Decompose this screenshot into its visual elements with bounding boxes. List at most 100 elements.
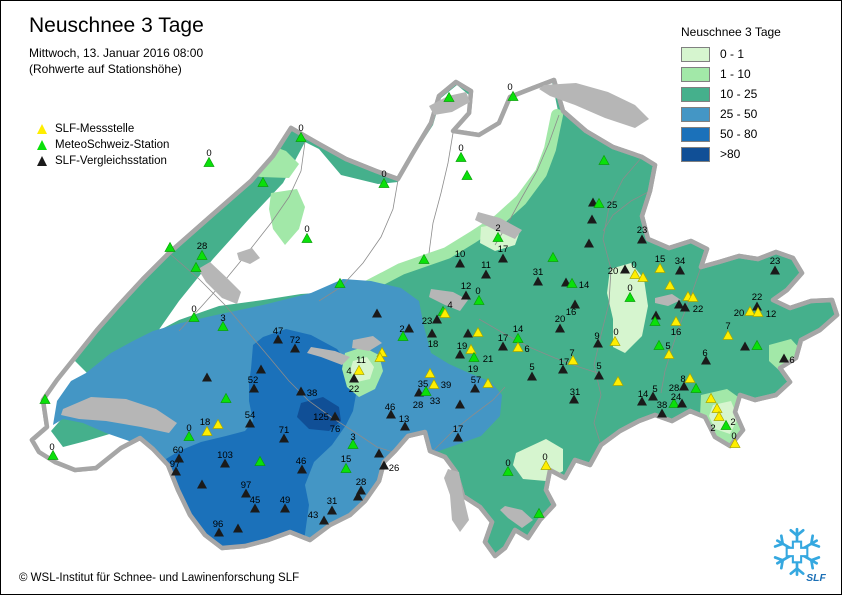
lake-zurich xyxy=(475,212,522,239)
triangle-icon xyxy=(37,140,47,150)
station-triangle-meteoschweiz xyxy=(378,177,390,188)
legend-row: 50 - 80 xyxy=(681,126,831,142)
station-triangle-meteoschweiz xyxy=(443,91,455,102)
station-triangle-slf-vergleich xyxy=(648,391,658,401)
station-value: 4 xyxy=(447,300,452,311)
station-triangle-slf-vergleich xyxy=(353,491,363,501)
station-value: 19 xyxy=(468,364,479,375)
station-triangle-slf-messstelle xyxy=(439,307,451,318)
station-triangle-slf-vergleich xyxy=(677,398,687,408)
station-triangle-meteoschweiz xyxy=(507,90,519,101)
station-triangle-slf-messstelle xyxy=(465,343,477,354)
station-triangle-slf-vergleich xyxy=(319,515,329,525)
station-triangle-meteoschweiz xyxy=(257,176,269,187)
station-triangle-slf-vergleich xyxy=(432,314,442,324)
station-triangle-slf-vergleich xyxy=(470,383,480,393)
legend-row: 1 - 10 xyxy=(681,66,831,82)
station-value: 34 xyxy=(675,256,686,267)
station-value: 31 xyxy=(570,387,581,398)
legend-row: 25 - 50 xyxy=(681,106,831,122)
station-triangle-slf-vergleich xyxy=(386,409,396,419)
station-value: 19 xyxy=(457,341,468,352)
legend-class-label: >80 xyxy=(720,147,741,161)
title-block: Neuschnee 3 Tage Mittwoch, 13. Januar 20… xyxy=(29,13,204,77)
station-triangle-meteoschweiz xyxy=(334,277,346,288)
station-triangle-slf-vergleich xyxy=(637,396,647,406)
station-value: 43 xyxy=(308,510,319,521)
station-value: 11 xyxy=(481,260,491,271)
station-triangle-slf-vergleich xyxy=(374,448,384,458)
lake-walen xyxy=(655,294,681,306)
station-triangle-slf-messstelle xyxy=(472,326,484,337)
station-triangle-slf-messstelle xyxy=(482,377,494,388)
station-triangle-slf-vergleich xyxy=(379,460,389,470)
map-note: (Rohwerte auf Stationshöhe) xyxy=(29,62,182,76)
station-triangle-slf-vergleich xyxy=(349,373,359,383)
station-value: 0 xyxy=(191,304,196,315)
station-triangle-slf-vergleich xyxy=(174,453,184,463)
station-value: 2 xyxy=(495,223,500,234)
station-value: 5 xyxy=(529,362,534,373)
station-value: 28 xyxy=(356,477,367,488)
color-legend: Neuschnee 3 Tage 0 - 1 1 - 10 10 - 25 25… xyxy=(681,25,831,167)
legend-class-label: 50 - 80 xyxy=(720,127,758,141)
station-value: 57 xyxy=(471,375,482,386)
station-value: 16 xyxy=(566,307,577,318)
station-triangle-slf-vergleich xyxy=(740,341,750,351)
station-triangle-meteoschweiz xyxy=(164,241,176,252)
station-triangle-slf-vergleich xyxy=(637,234,647,244)
station-triangle-meteoschweiz xyxy=(547,251,559,262)
lake-biel xyxy=(237,248,260,264)
station-triangle-meteoschweiz xyxy=(196,249,208,260)
station-value: 5 xyxy=(665,341,670,352)
station-triangle-meteoschweiz xyxy=(624,291,636,302)
station-triangle-slf-vergleich xyxy=(279,433,289,443)
station-triangle-meteoschweiz xyxy=(468,351,480,362)
station-triangle-meteoschweiz xyxy=(203,156,215,167)
station-value: 0 xyxy=(186,423,191,434)
station-triangle-slf-vergleich xyxy=(570,299,580,309)
station-value: 60 xyxy=(173,445,184,456)
station-value: 5 xyxy=(596,361,601,372)
station-triangle-slf-vergleich xyxy=(498,253,508,263)
station-value: 21 xyxy=(483,354,494,365)
station-value: 47 xyxy=(273,326,284,337)
station-triangle-meteoschweiz xyxy=(220,392,232,403)
station-triangle-slf-vergleich xyxy=(701,355,711,365)
station-legend-label: MeteoSchweiz-Station xyxy=(55,139,170,151)
station-triangle-meteoschweiz xyxy=(492,231,504,242)
station-triangle-slf-messstelle xyxy=(744,305,756,316)
station-triangle-slf-vergleich xyxy=(280,503,290,513)
station-triangle-slf-vergleich xyxy=(674,299,684,309)
station-triangle-meteoschweiz xyxy=(533,507,545,518)
station-triangle-slf-vergleich xyxy=(594,370,604,380)
station-triangle-slf-vergleich xyxy=(455,258,465,268)
slf-logo: SLF xyxy=(773,527,826,584)
station-triangle-slf-vergleich xyxy=(220,458,230,468)
station-value: 0 xyxy=(627,283,632,294)
station-triangle-slf-vergleich xyxy=(584,238,594,248)
station-value: 0 xyxy=(631,260,636,271)
station-triangle-slf-messstelle xyxy=(212,418,224,429)
station-triangle-slf-vergleich xyxy=(587,214,597,224)
station-triangle-slf-vergleich xyxy=(197,479,207,489)
station-legend-row: SLF-Messstelle xyxy=(37,121,169,137)
station-value: 125 xyxy=(313,412,329,423)
station-triangle-slf-messstelle xyxy=(428,378,440,389)
legend-class-label: 0 - 1 xyxy=(720,47,745,61)
station-value: 49 xyxy=(280,495,291,506)
station-triangle-slf-vergleich xyxy=(233,523,243,533)
station-value: 38 xyxy=(657,400,668,411)
station-value: 6 xyxy=(789,355,794,366)
station-value: 16 xyxy=(671,327,682,338)
station-triangle-slf-messstelle xyxy=(722,329,734,340)
station-value: 18 xyxy=(428,339,439,350)
station-value: 14 xyxy=(638,389,649,400)
station-triangle-meteoschweiz xyxy=(190,261,202,272)
station-triangle-slf-vergleich xyxy=(779,353,789,363)
station-value: 2 xyxy=(710,423,715,434)
station-value: 0 xyxy=(613,327,618,338)
station-value: 28 xyxy=(413,400,424,411)
lake-brienz xyxy=(352,336,382,351)
